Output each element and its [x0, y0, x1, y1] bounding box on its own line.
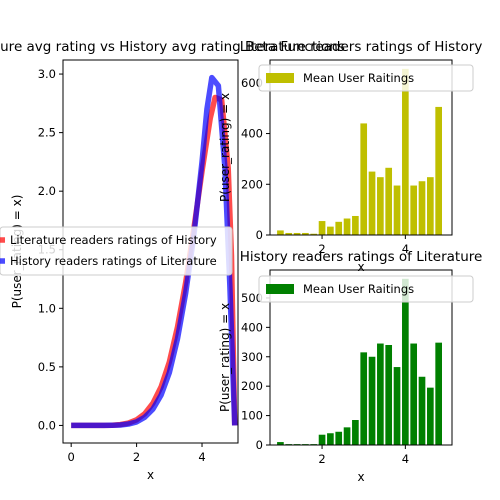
bar-7 — [327, 226, 334, 235]
bar-14 — [385, 167, 393, 235]
bar-6 — [318, 434, 326, 445]
y-tick-label: 400 — [241, 320, 263, 334]
bar-20 — [435, 106, 442, 235]
bar-16 — [402, 68, 409, 235]
bar-11 — [360, 352, 368, 445]
bar-13 — [377, 343, 384, 445]
legend-box — [258, 275, 474, 303]
chart-title: History readers ratings of Literature — [240, 249, 483, 265]
y-tick-label: 0.5 — [38, 360, 56, 374]
x-axis-label: x — [357, 470, 364, 484]
bar-19 — [427, 177, 434, 235]
bar-12 — [368, 171, 376, 235]
x-axis-label: x — [357, 260, 364, 274]
y-axis-label: P(user_rating) = x — [218, 93, 232, 202]
y-tick-label: 400 — [241, 127, 263, 141]
bar-7 — [327, 433, 334, 445]
bar-17 — [410, 343, 418, 445]
x-tick-label: 2 — [133, 450, 140, 464]
bar-20 — [435, 342, 442, 445]
chart-title: Literature avg rating vs History avg rat… — [0, 39, 345, 55]
bar-17 — [410, 185, 418, 235]
legend-entry: History readers ratings of Literature — [10, 254, 217, 268]
bar-15 — [393, 185, 401, 235]
x-tick-label: 4 — [402, 242, 409, 256]
y-tick-label: 100 — [241, 409, 263, 423]
bar-8 — [335, 221, 343, 235]
bar-3 — [293, 232, 301, 235]
bar-1 — [277, 442, 284, 445]
bar-15 — [393, 367, 401, 445]
bar-2 — [285, 232, 293, 235]
y-tick-label: 2.0 — [38, 184, 56, 198]
y-tick-label: 200 — [241, 177, 263, 191]
bar-10 — [352, 420, 359, 445]
legend-entry: Mean User Raitings — [303, 282, 414, 296]
series-line-2 — [71, 74, 238, 429]
bar-13 — [377, 177, 384, 235]
y-tick-label: 2.5 — [38, 126, 56, 140]
y-tick-label: 300 — [241, 350, 263, 364]
y-tick-label: 0.0 — [38, 418, 56, 432]
legend-box — [258, 64, 474, 92]
y-tick-label: 3.0 — [38, 67, 56, 81]
y-axis-label: P(user_rating) = x — [218, 303, 232, 412]
bar-9 — [343, 427, 351, 445]
y-tick-label: 1.0 — [38, 301, 56, 315]
bar-19 — [427, 387, 434, 445]
bar-18 — [418, 181, 426, 235]
x-tick-label: 0 — [68, 450, 75, 464]
y-tick-label: 600 — [241, 76, 263, 90]
legend-entry: Mean User Raitings — [303, 71, 414, 85]
legend-swatch — [266, 284, 294, 294]
bar-12 — [368, 356, 376, 445]
legend-swatch — [266, 73, 294, 83]
y-tick-label: 0 — [256, 438, 263, 452]
bar-9 — [343, 218, 351, 235]
bar-1 — [277, 230, 284, 235]
legend-entry: Literature readers ratings of History — [10, 233, 217, 247]
bar-14 — [385, 345, 393, 445]
bar-4 — [302, 232, 309, 235]
bar-18 — [418, 376, 426, 445]
y-tick-label: 0 — [256, 228, 263, 242]
x-axis-label: x — [147, 468, 154, 482]
bar-16 — [402, 278, 409, 445]
chart-title: Literature readers ratings of History — [240, 39, 483, 55]
y-tick-label: 500 — [241, 291, 263, 305]
legend-box — [0, 226, 233, 276]
x-tick-label: 4 — [198, 450, 205, 464]
bar-8 — [335, 431, 343, 445]
plot-frame — [269, 59, 453, 236]
plot-frame — [269, 269, 453, 446]
y-tick-label: 200 — [241, 379, 263, 393]
x-tick-label: 2 — [318, 242, 325, 256]
bar-5 — [310, 233, 318, 235]
bar-10 — [352, 215, 359, 235]
x-tick-label: 2 — [318, 452, 325, 466]
bar-11 — [360, 123, 368, 235]
x-tick-label: 4 — [402, 452, 409, 466]
bar-6 — [318, 221, 326, 235]
